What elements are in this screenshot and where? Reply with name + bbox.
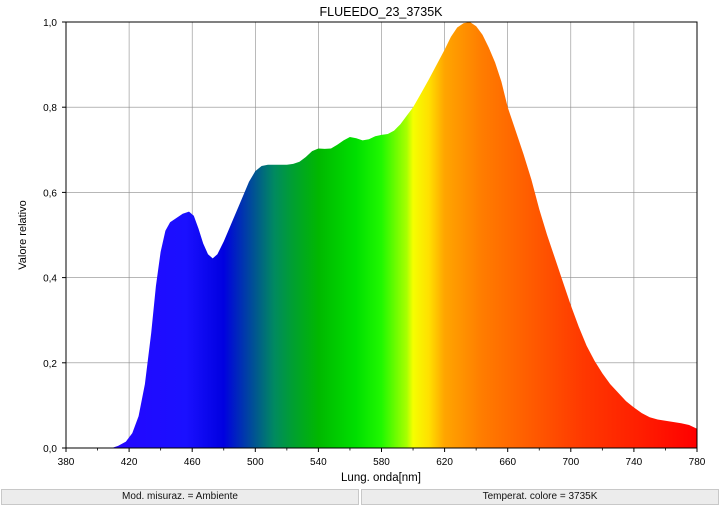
- x-tick-label: 740: [626, 457, 643, 468]
- x-tick-label: 540: [310, 457, 327, 468]
- chart-title: FLUEEDO_23_3735K: [320, 5, 444, 19]
- color-temperature-field: Temperat. colore = 3735K: [361, 489, 719, 505]
- spectrum-area: [111, 22, 697, 448]
- y-tick-label: 0,8: [43, 103, 57, 114]
- x-axis-label: Lung. onda[nm]: [341, 472, 421, 484]
- x-tick-label: 420: [121, 457, 138, 468]
- x-tick-label: 500: [247, 457, 264, 468]
- y-tick-label: 1,0: [43, 18, 57, 29]
- y-axis: 0,0 0,2 0,4 0,6 0,8 1,0: [43, 18, 66, 455]
- x-tick-label: 460: [184, 457, 201, 468]
- x-tick-label: 700: [562, 457, 579, 468]
- y-axis-label: Valore relativo: [17, 200, 29, 270]
- x-tick-label: 780: [689, 457, 706, 468]
- y-tick-label: 0,4: [43, 274, 57, 285]
- y-tick-label: 0,2: [43, 359, 57, 370]
- x-tick-label: 660: [499, 457, 516, 468]
- x-tick-label: 580: [373, 457, 390, 468]
- x-tick-label: 380: [58, 457, 75, 468]
- y-tick-label: 0,0: [43, 444, 57, 455]
- y-tick-label: 0,6: [43, 188, 57, 199]
- x-tick-label: 620: [436, 457, 453, 468]
- x-axis: 380 420 460 500 540 580 620 660 700 740 780: [58, 448, 706, 468]
- measure-mode-field: Mod. misuraz. = Ambiente: [1, 489, 359, 505]
